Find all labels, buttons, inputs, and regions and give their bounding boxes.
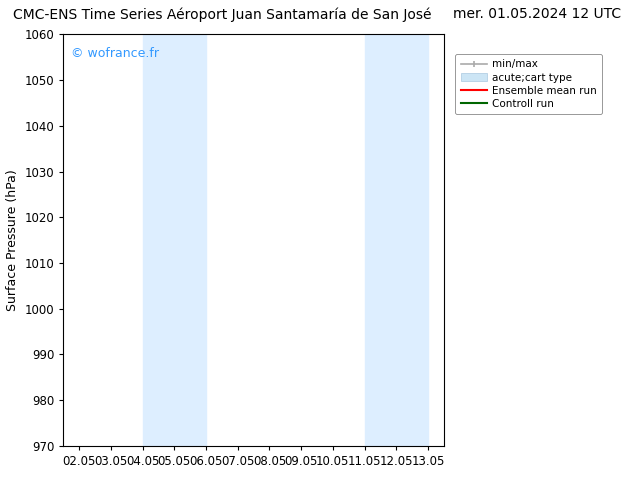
Y-axis label: Surface Pressure (hPa): Surface Pressure (hPa) [6,169,19,311]
Text: mer. 01.05.2024 12 UTC: mer. 01.05.2024 12 UTC [453,7,621,22]
Text: © wofrance.fr: © wofrance.fr [71,47,159,60]
Bar [143,34,206,446]
Legend: min/max, acute;cart type, Ensemble mean run, Controll run: min/max, acute;cart type, Ensemble mean … [455,54,602,114]
Text: CMC-ENS Time Series Aéroport Juan Santamaría de San José: CMC-ENS Time Series Aéroport Juan Santam… [13,7,431,22]
Bar [365,34,428,446]
